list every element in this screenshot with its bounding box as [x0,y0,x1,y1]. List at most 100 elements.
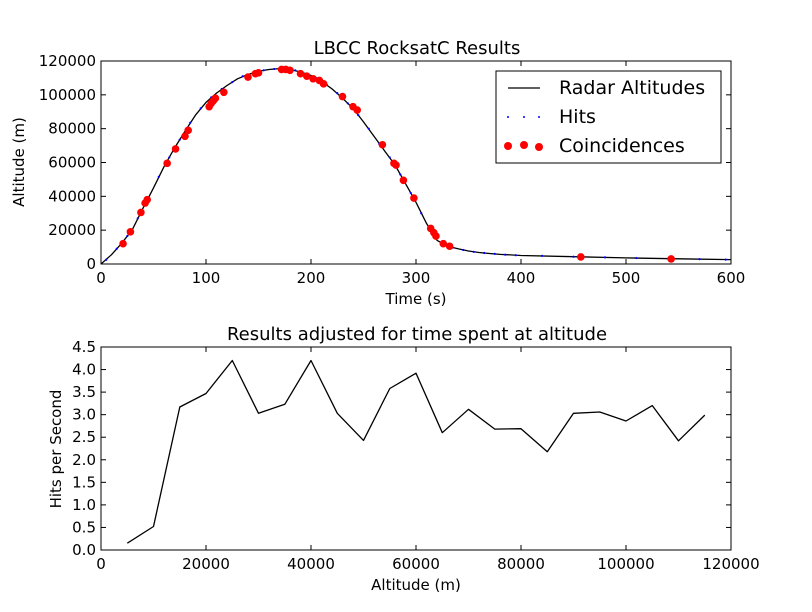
coincidence-point [286,66,294,75]
y-tick-label: 1.0 [72,496,96,514]
y-tick-label: 20000 [48,221,96,239]
coincidence-point [296,69,305,78]
x-tick-label: 600 [717,269,746,287]
coincidence-point [184,126,192,135]
coincidence-point [432,232,440,240]
hit-point [483,251,486,255]
hit-point [388,156,391,159]
x-tick-label: 0 [96,555,106,573]
legend-hits-swatch [507,116,540,118]
coincidence-point [399,176,408,185]
hit-point [231,81,234,84]
hit-point [493,252,496,255]
hit-point [178,138,181,141]
hit-rate-ticks: 0 20000 40000 60000 80000 100000 120000 0.0 0.5 1… [72,338,759,573]
y-tick-label: 3.0 [72,406,96,424]
coincidence-point [126,228,135,236]
coincidence-point [667,255,675,263]
x-tick-label: 500 [612,269,641,287]
hit-point [357,114,360,117]
hit-rate-line [126,359,706,544]
hit-rate-chart-xlabel: Altitude (m) [371,576,461,594]
legend-hits-dot [523,116,525,118]
hit-point [336,92,339,95]
legend-hits-dot [538,116,540,118]
y-tick-label: 3.5 [72,383,96,401]
coincidence-point [244,73,252,81]
x-tick-label: 300 [402,269,431,287]
coincidence-point [319,80,328,88]
x-tick-label: 100 [192,269,221,287]
hit-point [472,250,475,253]
hit-point [514,254,517,257]
hit-point [115,247,118,250]
x-tick-label: 20000 [182,555,230,573]
hit-point [262,69,265,72]
hit-point [504,253,507,256]
coincidence-point [439,239,448,248]
legend-box [495,70,722,164]
coincidence-point [378,140,387,149]
coincidence-point [211,94,220,103]
x-tick-label: 400 [507,269,536,287]
y-tick-label: 2.0 [72,451,96,469]
x-tick-label: 120000 [702,555,759,573]
hit-point [273,67,276,71]
x-tick-label: 40000 [287,555,335,573]
hit-point [420,212,423,215]
altitude-plot-area [100,65,732,265]
altitude-chart-xlabel: Time (s) [385,290,447,308]
legend-radar-label: Radar Altitudes [559,77,705,99]
coincidence-point [220,88,228,97]
coincidence-point [143,195,151,204]
coincidence-point [163,159,171,168]
hit-rate-plot-area [126,359,706,544]
hit-point [572,255,575,258]
legend-coincidences-label: Coincidences [559,135,685,157]
coincidence-point [338,92,347,101]
hit-point [346,102,349,105]
hit-point [724,258,727,261]
legend-coincidences-swatch [504,141,543,151]
legend-hits-label: Hits [559,106,596,128]
hit-point [294,69,297,72]
coincidence-point [303,72,311,81]
coincidence-point [171,145,180,153]
hit-point [126,234,129,238]
y-tick-label: 0.0 [72,541,96,559]
y-tick-label: 60000 [48,154,96,172]
legend-hits-dot [507,116,509,118]
altitude-chart-ylabel: Altitude (m) [10,117,28,207]
hit-point [635,256,638,260]
hit-point [189,121,192,124]
hit-point [540,254,544,257]
hit-point [168,156,171,159]
altitude-ticks: 0 100 200 300 400 500 600 0 20000 40000 60000 80000… [39,52,746,287]
hit-point [399,173,402,176]
y-tick-label: 0.5 [72,518,96,536]
hit-point [157,175,160,178]
x-tick-label: 60000 [392,555,440,573]
coincidence-point [410,194,418,202]
y-tick-label: 1.5 [72,473,96,491]
hit-point [409,191,412,195]
x-tick-label: 100000 [597,555,654,573]
legend-coincidence-marker [520,141,528,149]
hit-point [199,107,202,110]
coincidence-point [137,208,145,217]
coincidence-point [445,242,454,251]
coincidence-point [181,132,189,141]
x-tick-label: 0 [96,269,106,287]
hit-point [136,217,139,220]
y-tick-label: 4.5 [72,338,96,356]
hit-point [462,248,465,252]
hit-point [105,258,108,261]
coincidence-point [392,161,400,169]
hit-point [698,257,701,261]
y-tick-label: 2.5 [72,428,96,446]
coincidence-point [353,106,362,114]
hit-rate-chart-title: Results adjusted for time spent at altit… [227,324,607,345]
y-tick-label: 0 [86,255,96,273]
y-tick-label: 40000 [48,187,96,205]
hit-point [367,127,370,130]
